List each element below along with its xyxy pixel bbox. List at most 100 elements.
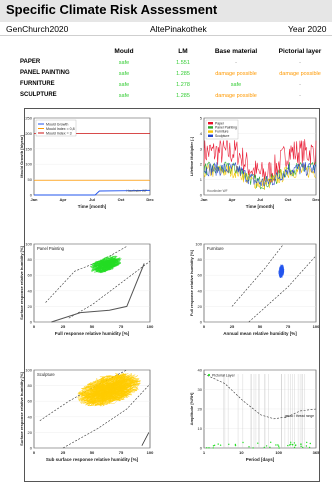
limit-line: [141, 432, 150, 446]
data-point: [300, 445, 302, 447]
x-axis-label: Time [month]: [78, 204, 107, 209]
data-point: [208, 447, 210, 449]
data-point: [270, 441, 272, 443]
data-point: [277, 444, 279, 446]
x-tick-label: 0: [33, 324, 36, 329]
year-label: Year 2020: [288, 24, 327, 34]
series-line: [34, 189, 151, 196]
plot-area: [33, 243, 151, 323]
y-axis-label: Lifetime Multiplier [-]: [189, 136, 194, 176]
cell-mould: safe: [118, 60, 130, 66]
y-tick-label: 80: [28, 257, 33, 262]
y-axis-label: Surface response relative humidity [%]: [19, 371, 24, 445]
y-tick-label: 250: [25, 116, 32, 121]
cell-lm: 1.285: [176, 93, 190, 99]
data-point: [293, 442, 296, 444]
scatter-cloud: [89, 255, 122, 274]
legend-swatch: [208, 122, 213, 125]
chart-title: Panel Painting: [37, 246, 65, 251]
y-tick-label: 10: [198, 426, 203, 431]
y-tick-label: 0: [200, 320, 203, 325]
data-point: [212, 447, 214, 449]
y-tick-label: 0: [200, 193, 203, 198]
cell-mould: safe: [118, 82, 130, 88]
x-tick-label: 50: [90, 450, 95, 455]
threshold-curve: [203, 373, 317, 420]
y-tick-label: 5: [200, 116, 203, 121]
cell-lm: 1.285: [176, 71, 190, 77]
y-tick-label: 20: [198, 407, 203, 412]
cell-pictorial: -: [299, 82, 301, 88]
y-tick-label: 30: [198, 387, 203, 392]
y-tick-label: 2: [200, 162, 203, 167]
x-tick-label: 25: [230, 324, 235, 329]
data-point: [305, 445, 308, 447]
cell-base: damage possible: [215, 71, 257, 77]
legend-label: Panel Painting: [215, 126, 237, 130]
cell-mould: safe: [118, 71, 130, 77]
x-axis-label: Sub surface response relative humidity […: [46, 457, 139, 462]
y-tick-label: 50: [28, 177, 33, 182]
x-tick-label: 75: [286, 324, 291, 329]
y-tick-label: 3: [200, 146, 203, 151]
y-tick-label: 40: [198, 288, 203, 293]
row-label-paper: PAPER: [20, 59, 41, 65]
data-point: [302, 446, 304, 449]
scatter-cloud: [278, 264, 285, 279]
x-axis-label: Annual mean relative humidity [%]: [223, 331, 297, 336]
cell-pictorial: -: [299, 60, 301, 66]
x-tick-label: 10: [239, 450, 244, 455]
x-tick-label: Apr: [60, 197, 67, 202]
y-tick-label: 100: [25, 368, 32, 373]
envelope-lower: [248, 255, 317, 323]
cell-mould: safe: [118, 93, 130, 99]
legend-swatch: [207, 373, 211, 377]
col-header-pictorial: Pictorial layer: [278, 48, 322, 55]
series-line: [203, 139, 317, 183]
x-tick-label: 100: [147, 324, 154, 329]
x-tick-label: Dec: [312, 197, 320, 202]
data-point: [265, 445, 268, 447]
cell-base: safe: [230, 82, 242, 88]
legend-label: Mould Index = 3: [46, 131, 72, 135]
data-point: [228, 443, 230, 445]
x-tick-label: 1: [203, 450, 206, 455]
x-tick-label: Oct: [285, 197, 292, 202]
col-header-mould: Mould: [114, 48, 134, 55]
y-tick-label: 100: [25, 162, 32, 167]
y-tick-label: 100: [195, 242, 202, 247]
x-tick-label: 100: [313, 324, 320, 329]
legend-box: [35, 119, 77, 137]
data-point: [289, 444, 291, 446]
envelope-lower: [62, 383, 151, 449]
data-point: [294, 444, 297, 447]
data-point: [300, 443, 302, 445]
y-tick-label: 150: [25, 146, 32, 151]
limit-line: [51, 263, 145, 323]
legend-label: Pictorial Layer: [212, 373, 236, 377]
data-point: [290, 443, 292, 445]
y-tick-label: 60: [28, 273, 33, 278]
data-point: [269, 446, 271, 448]
y-tick-label: 20: [28, 304, 33, 309]
y-tick-label: 0: [200, 446, 203, 451]
chart-note: Hourlinder WF: [207, 189, 228, 193]
cell-pictorial: -: [299, 93, 301, 99]
y-tick-label: 80: [198, 257, 203, 262]
y-axis-label: Full response relative humidity [%]: [189, 249, 194, 316]
col-header-base: Base material: [214, 48, 258, 55]
x-tick-label: 100: [275, 450, 282, 455]
info-bar: GenChurch2020 AltePinakothek Year 2020: [0, 22, 332, 36]
legend-swatch: [208, 134, 213, 137]
x-axis-label: Period [days]: [246, 457, 275, 462]
legend-swatch: [208, 130, 213, 133]
chart-title: Furniture: [207, 246, 224, 251]
legend-box: [205, 119, 239, 140]
envelope-upper: [45, 246, 127, 303]
legend-label: Furniture: [215, 130, 229, 134]
y-tick-label: 4: [200, 131, 203, 136]
y-tick-label: 1: [200, 177, 203, 182]
x-axis-label: Full response relative humidity [%]: [55, 331, 130, 336]
y-axis-label: Amplitude [%RH]: [189, 392, 194, 425]
data-point: [278, 447, 280, 449]
